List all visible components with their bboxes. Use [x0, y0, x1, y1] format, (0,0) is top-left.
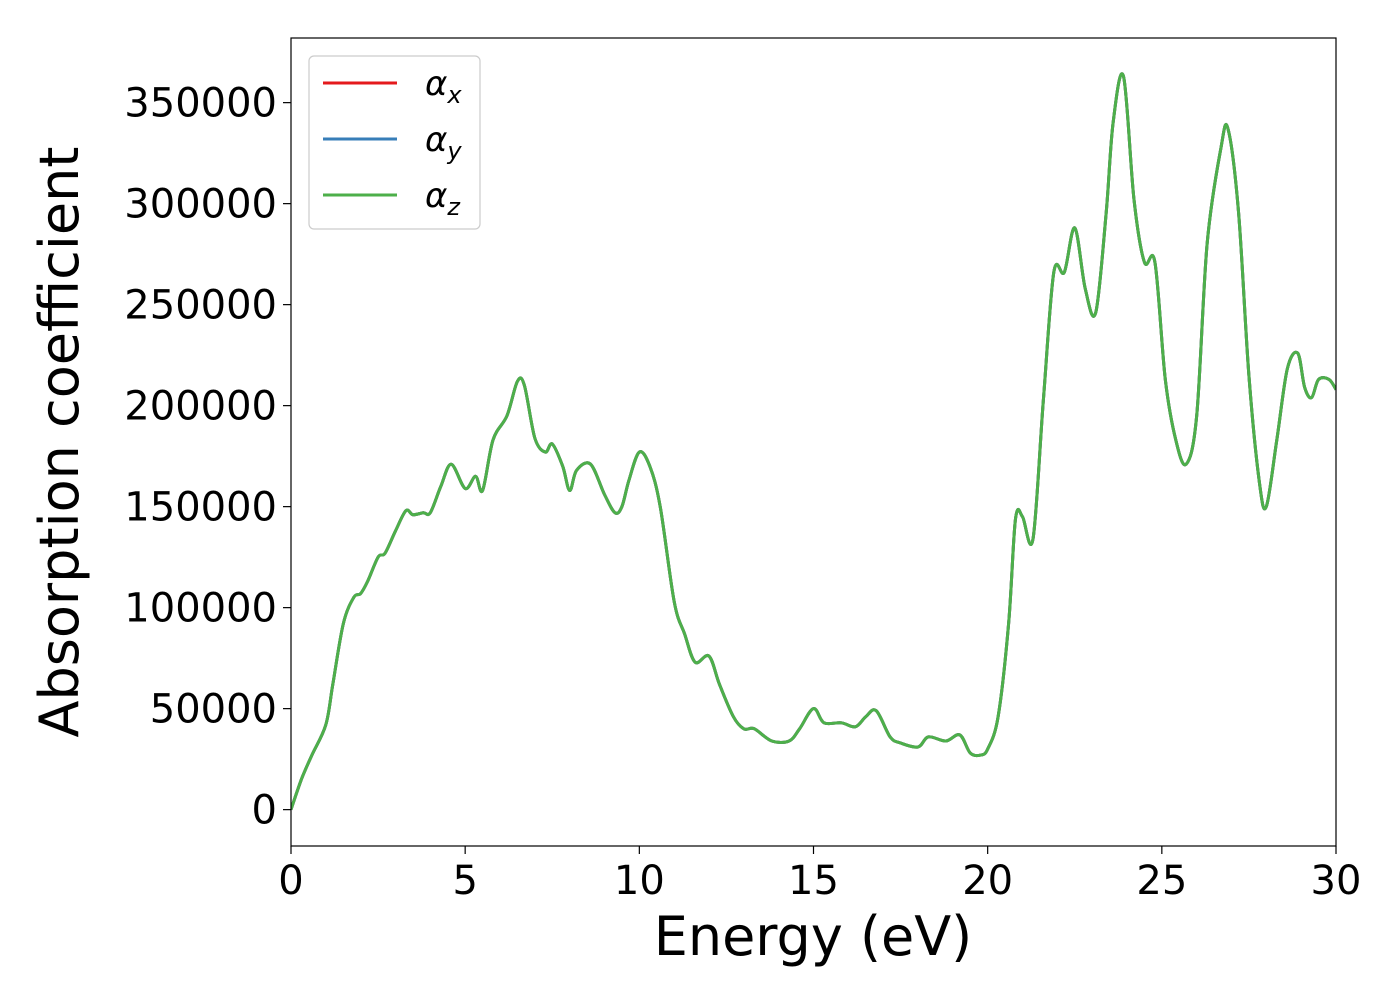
- y-tick-label: 250000: [124, 283, 277, 329]
- y-tick-label: 0: [252, 788, 277, 834]
- x-tick-label: 20: [962, 858, 1013, 904]
- legend-label-y: αy: [425, 120, 462, 165]
- x-tick-label: 30: [1311, 858, 1362, 904]
- y-tick-label: 350000: [124, 81, 277, 127]
- y-tick-label: 150000: [124, 485, 277, 531]
- y-tick-label: 200000: [124, 384, 277, 430]
- x-tick-label: 5: [452, 858, 477, 904]
- legend-label-subscript: y: [446, 137, 462, 165]
- legend-label-base: α: [425, 176, 447, 216]
- x-tick-label: 15: [788, 858, 839, 904]
- y-axis-title: Absorption coefficient: [28, 147, 91, 738]
- legend-label-x: αx: [425, 64, 462, 109]
- series-line-z: [291, 72, 1336, 811]
- legend-label-base: α: [425, 120, 447, 160]
- y-tick-label: 300000: [124, 182, 277, 228]
- legend-frame: [308, 55, 481, 230]
- series-layer: [291, 72, 1336, 811]
- x-tick-label: 0: [278, 858, 303, 904]
- legend-label-subscript: z: [446, 193, 461, 221]
- y-tick-label: 100000: [124, 586, 277, 632]
- x-tick-label: 10: [614, 858, 665, 904]
- legend-label-subscript: x: [446, 81, 462, 109]
- legend-label-base: α: [425, 64, 447, 104]
- x-axis-title: Energy (eV): [654, 905, 973, 968]
- x-axis: 0 5 10 15 20 25 30: [278, 846, 1361, 904]
- y-axis: 0 50000 100000 150000 200000 250000 300000 3500…: [124, 81, 291, 834]
- y-tick-label: 50000: [150, 687, 277, 733]
- legend-label-z: αz: [425, 176, 461, 221]
- x-tick-label: 25: [1136, 858, 1187, 904]
